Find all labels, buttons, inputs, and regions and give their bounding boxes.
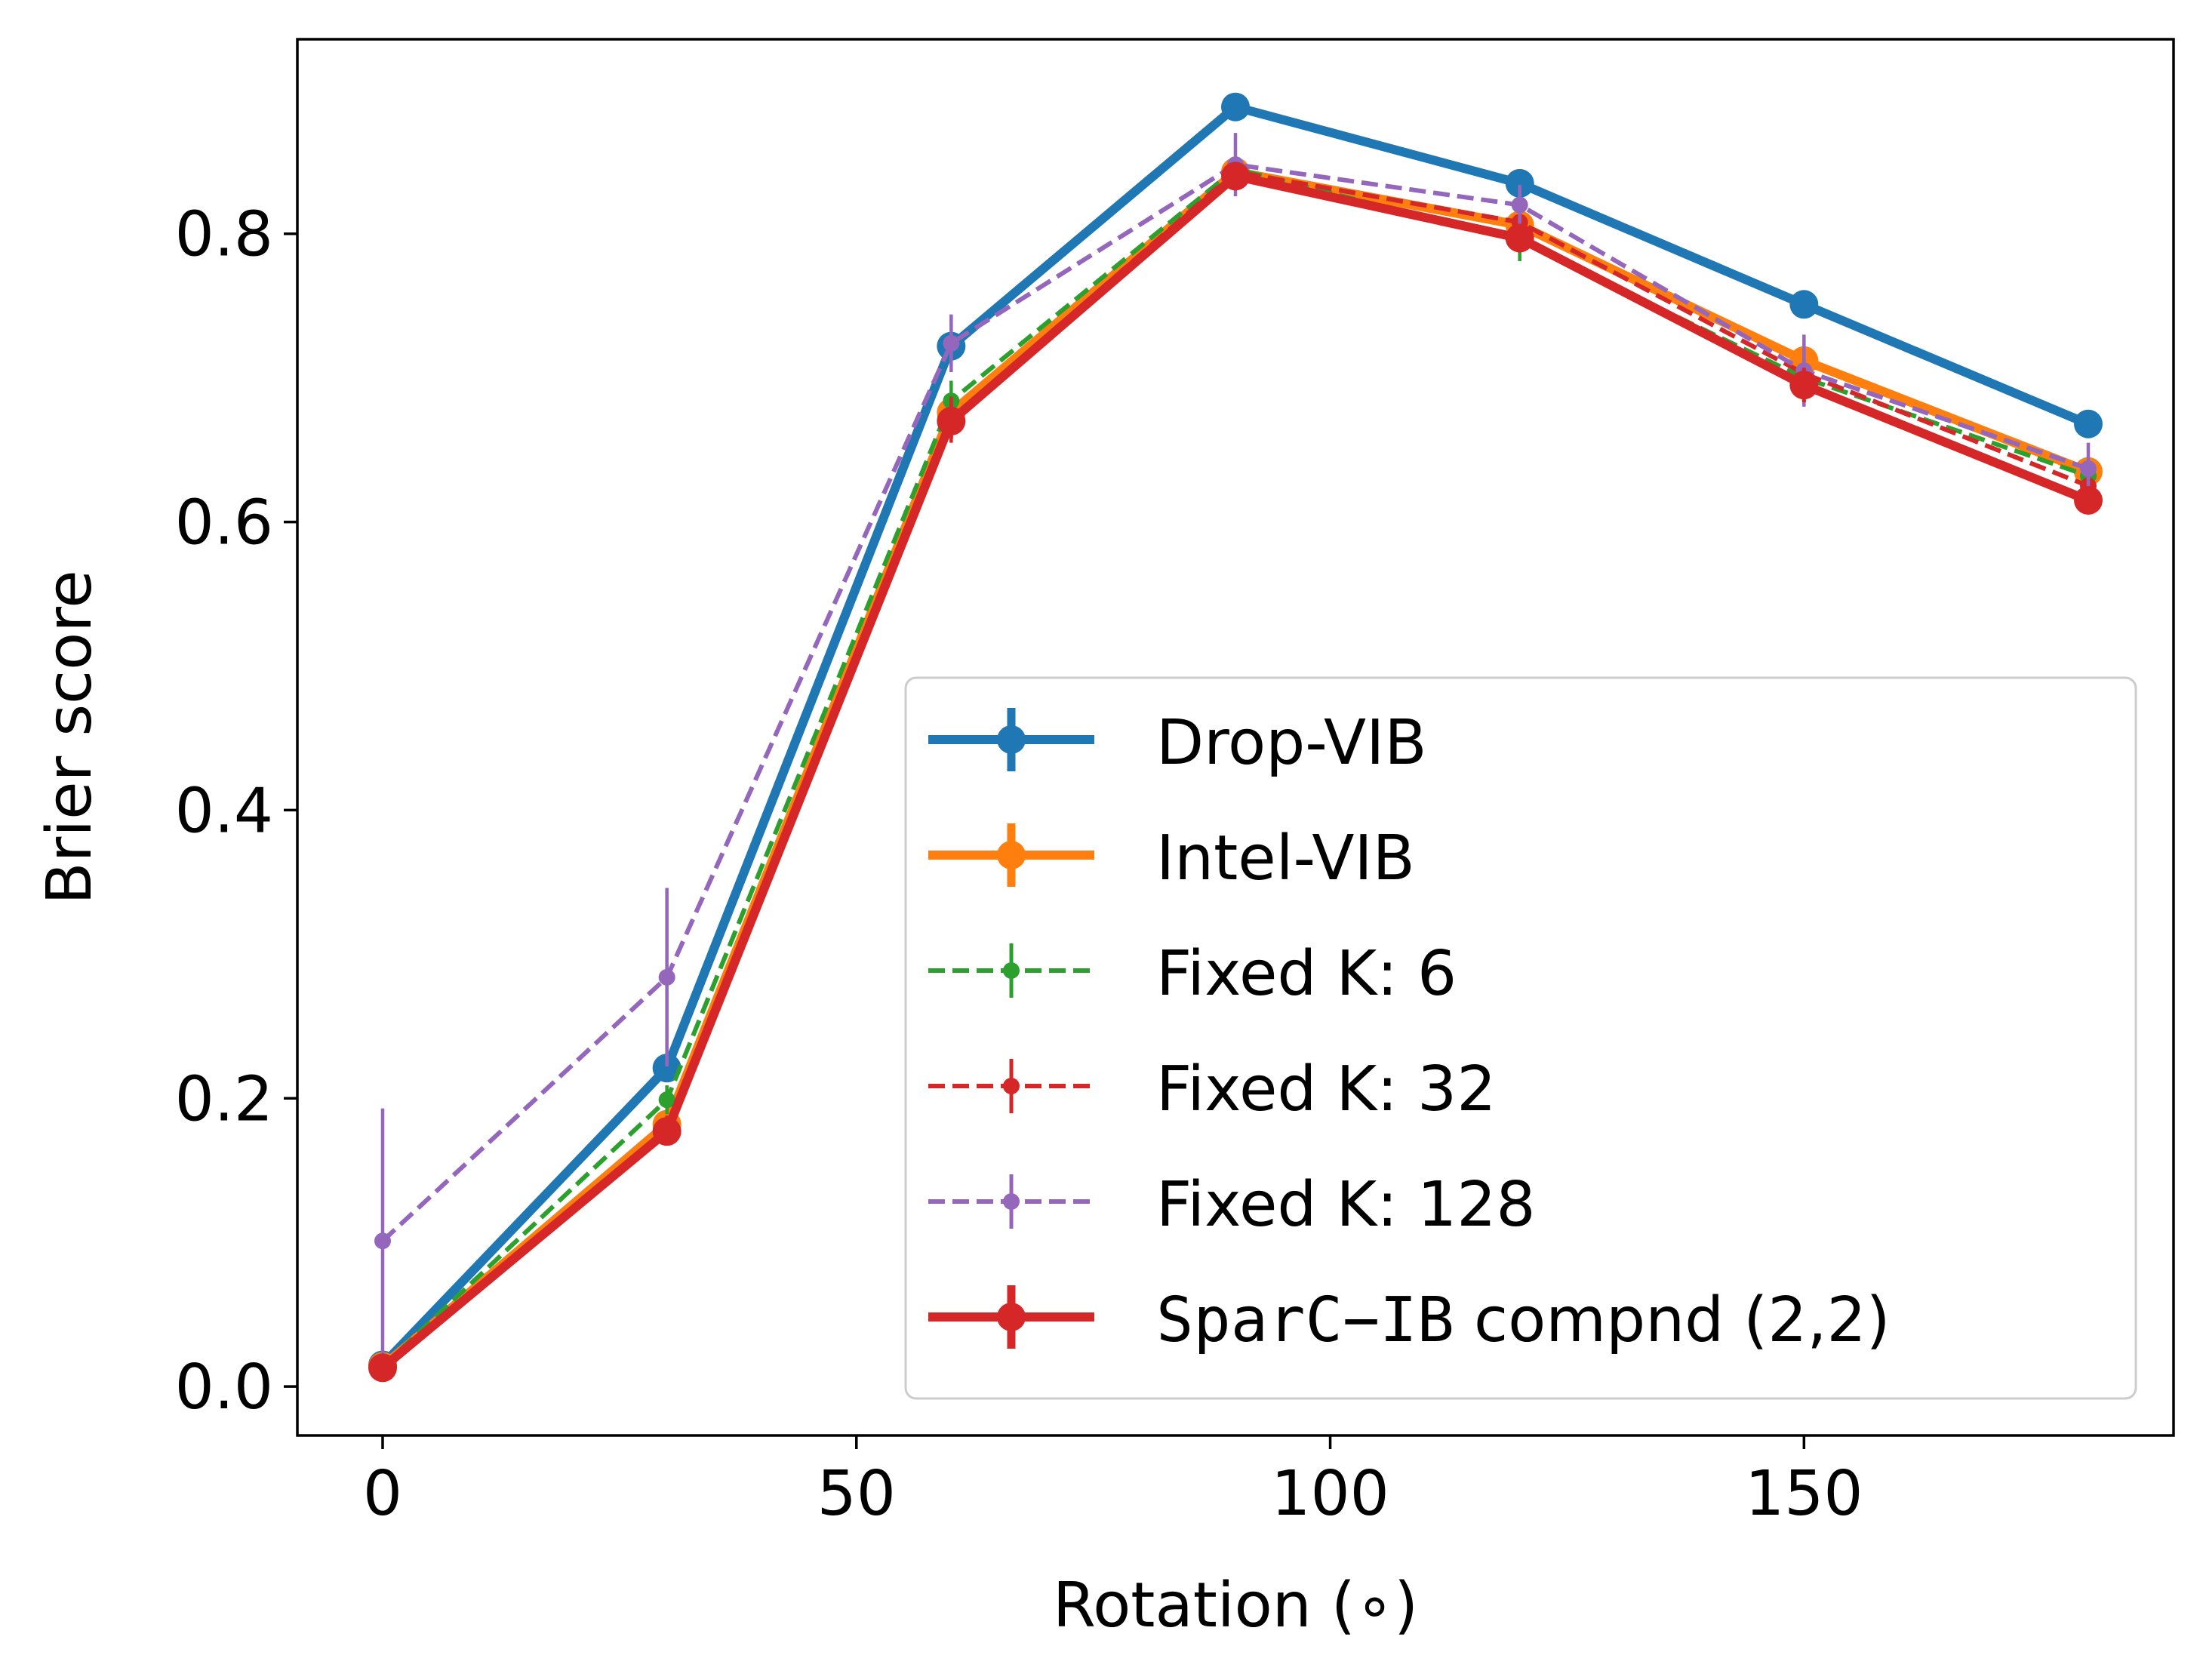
legend-label: Drop-VIB — [1156, 707, 1427, 779]
data-point — [2080, 460, 2097, 477]
series-5 — [368, 162, 2103, 1383]
data-point — [1789, 290, 1819, 319]
data-point — [1221, 92, 1250, 122]
data-point — [658, 968, 675, 986]
legend-label: SparC−IB compnd (2,2) — [1156, 1285, 1891, 1356]
x-axis-title: Rotation (∘) — [1053, 1570, 1418, 1642]
legend-label: Fixed K: 6 — [1156, 938, 1457, 1010]
data-point — [1221, 162, 1250, 191]
data-point — [2074, 485, 2103, 515]
legend-entries: Drop-VIB Intel-VIB Fixed K: 6 Fixed K: 32 Fi… — [928, 707, 1891, 1356]
legend-marker — [997, 1303, 1026, 1331]
x-tick-label: 100 — [1271, 1458, 1389, 1530]
data-point — [2074, 409, 2103, 438]
legend-entry: Fixed K: 6 — [928, 938, 1457, 1010]
legend-label: Intel-VIB — [1156, 823, 1415, 894]
data-point — [943, 334, 960, 352]
x-tick-label: 50 — [817, 1458, 896, 1530]
data-point — [937, 406, 966, 435]
legend-entry: Fixed K: 32 — [928, 1054, 1496, 1125]
legend-entry: Intel-VIB — [928, 823, 1415, 894]
legend-label: Fixed K: 32 — [1156, 1054, 1496, 1125]
y-axis-title: Brier score — [34, 570, 106, 904]
y-tick-label: 0.4 — [175, 775, 273, 847]
legend: Drop-VIB Intel-VIB Fixed K: 6 Fixed K: 32 Fi… — [904, 676, 2137, 1400]
series-layer — [368, 92, 2103, 1383]
legend-marker — [997, 841, 1026, 869]
x-axis-ticks: 0 50 100 150 — [363, 1435, 1863, 1530]
data-point — [1505, 223, 1534, 253]
data-point — [1789, 371, 1819, 400]
data-point — [1511, 196, 1528, 214]
legend-entry: Fixed K: 128 — [928, 1169, 1536, 1241]
data-point — [652, 1054, 681, 1083]
data-point — [368, 1353, 397, 1383]
legend-label: Fixed K: 128 — [1156, 1169, 1536, 1241]
legend-marker — [997, 725, 1026, 754]
data-point — [374, 1232, 391, 1250]
y-axis-ticks: 0.0 0.2 0.4 0.6 0.8 — [175, 199, 297, 1423]
legend-marker — [1003, 962, 1020, 979]
data-point — [658, 1091, 675, 1109]
x-tick-label: 0 — [363, 1458, 402, 1530]
data-point — [652, 1117, 681, 1146]
plot-frame — [296, 38, 2175, 1437]
legend-marker — [1003, 1078, 1020, 1094]
legend-entry: SparC−IB compnd (2,2) — [928, 1285, 1891, 1356]
legend-marker — [1003, 1193, 1020, 1210]
y-tick-label: 0.0 — [175, 1352, 273, 1423]
legend-box — [904, 676, 2137, 1400]
legend-entry: Drop-VIB — [928, 707, 1427, 779]
y-tick-label: 0.2 — [175, 1063, 273, 1135]
y-tick-label: 0.6 — [175, 488, 273, 559]
y-tick-label: 0.8 — [175, 199, 273, 271]
data-point — [1505, 168, 1534, 198]
x-tick-label: 150 — [1745, 1458, 1863, 1530]
